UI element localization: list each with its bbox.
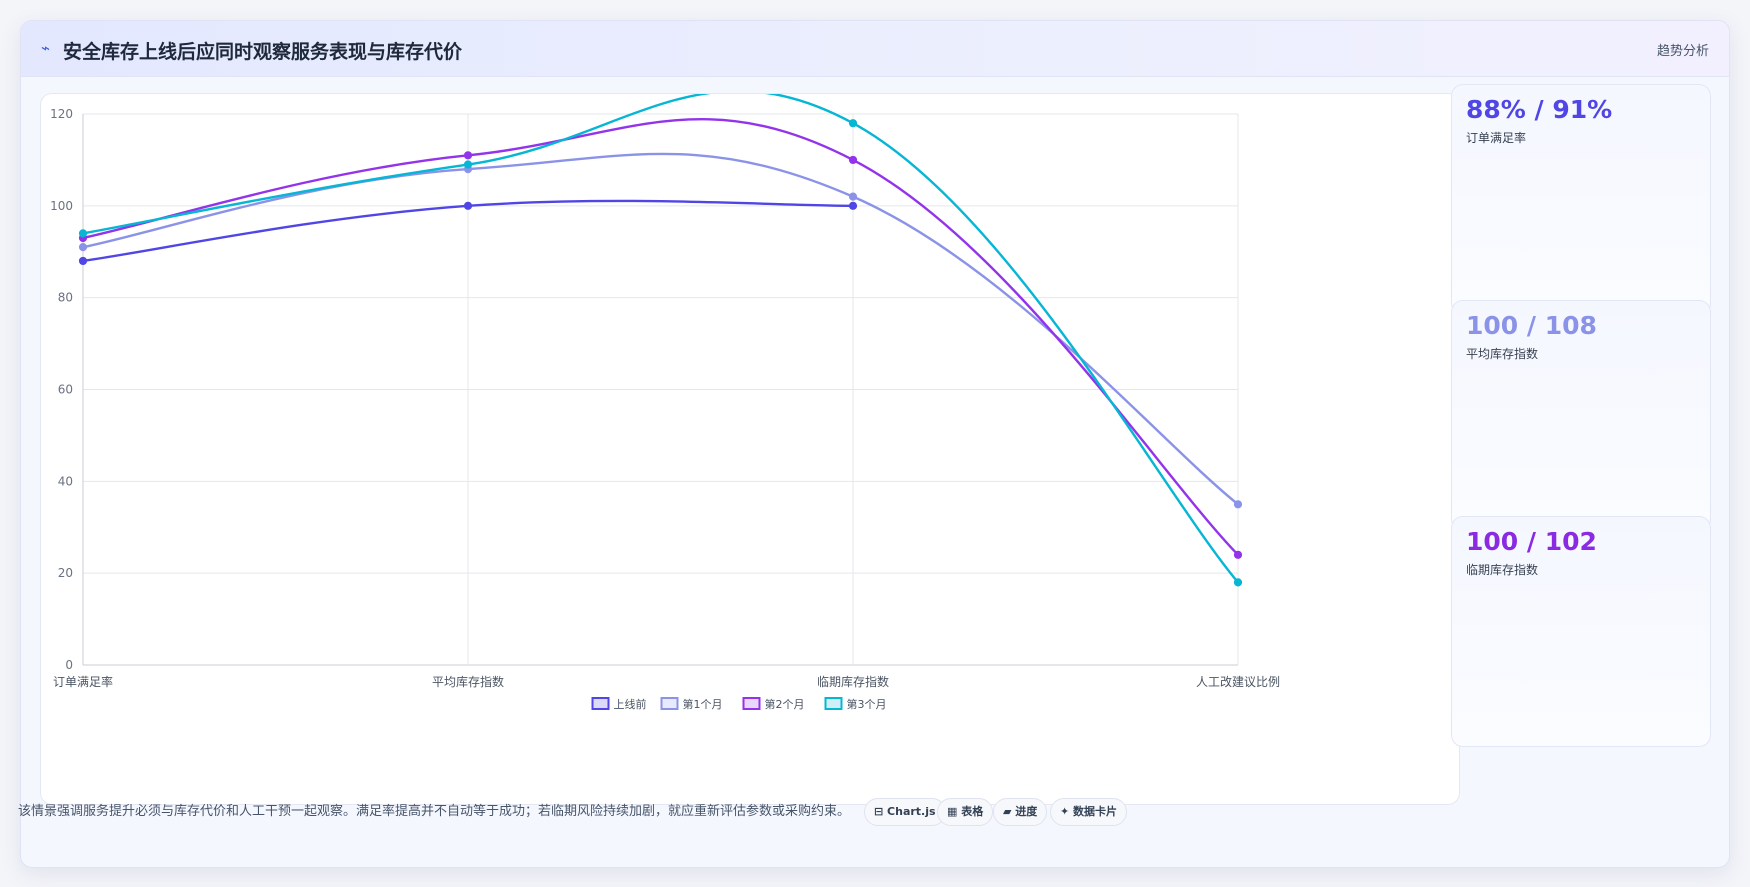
data-point[interactable] bbox=[78, 243, 88, 252]
legend-label[interactable]: 上线前 bbox=[614, 697, 647, 711]
y-tick-label: 80 bbox=[58, 291, 73, 305]
chip-table[interactable]: ▦ 表格 bbox=[937, 798, 994, 826]
data-point[interactable] bbox=[78, 256, 88, 266]
y-tick-label: 0 bbox=[65, 658, 73, 672]
lightning-icon: ⌁ bbox=[41, 39, 51, 57]
data-point[interactable] bbox=[848, 119, 858, 128]
kpi-value: 100 / 108 bbox=[1466, 311, 1597, 340]
kpi-card-fill-rate: 88% / 91% 订单满足率 bbox=[1451, 84, 1711, 315]
y-tick-label: 60 bbox=[58, 383, 73, 397]
analysis-tag[interactable]: 趋势分析 bbox=[1656, 44, 1709, 59]
chip-progress[interactable]: ▰ 进度 bbox=[993, 798, 1048, 826]
series-line bbox=[82, 118, 1239, 556]
page-title: 安全库存上线后应同时观察服务表现与库存代价 bbox=[63, 41, 463, 63]
x-tick-label: 平均库存指数 bbox=[432, 674, 504, 689]
data-point[interactable] bbox=[1233, 550, 1243, 559]
series-line bbox=[82, 94, 1239, 584]
legend-swatch[interactable] bbox=[660, 697, 679, 710]
data-point[interactable] bbox=[463, 160, 473, 169]
kpi-card-avg-inventory: 100 / 108 平均库存指数 bbox=[1451, 300, 1711, 531]
y-tick-label: 100 bbox=[50, 199, 73, 213]
chart-panel: 0 20 40 60 80 100 120 订单满足率 平均库存指数 临期库存指数 人工改建议比例上… bbox=[40, 93, 1460, 805]
chip-chartjs[interactable]: ⊟ Chart.js bbox=[864, 798, 946, 826]
data-point[interactable] bbox=[78, 229, 88, 238]
kpi-label: 平均库存指数 bbox=[1466, 347, 1539, 361]
data-point[interactable] bbox=[1233, 578, 1243, 587]
kpi-label: 订单满足率 bbox=[1466, 131, 1527, 145]
card-header: ⌁ 安全库存上线后应同时观察服务表现与库存代价 趋势分析 bbox=[21, 21, 1729, 77]
legend-label[interactable]: 第2个月 bbox=[765, 697, 805, 711]
legend-swatch[interactable] bbox=[824, 697, 843, 710]
legend-swatch[interactable] bbox=[742, 697, 761, 710]
data-point[interactable] bbox=[1233, 500, 1243, 509]
legend-swatch[interactable] bbox=[591, 697, 610, 710]
data-point[interactable] bbox=[848, 201, 858, 210]
line-chart: 0 20 40 60 80 100 120 订单满足率 平均库存指数 临期库存指数 人工改建议比例上… bbox=[50, 94, 1280, 711]
legend-label[interactable]: 第3个月 bbox=[847, 697, 887, 711]
legend-label[interactable]: 第1个月 bbox=[683, 697, 723, 711]
y-tick-label: 20 bbox=[58, 566, 73, 580]
kpi-label: 临期库存指数 bbox=[1466, 563, 1539, 577]
x-tick-label: 临期库存指数 bbox=[817, 674, 889, 689]
kpi-card-expiring-inventory: 100 / 102 临期库存指数 bbox=[1451, 516, 1711, 747]
dashboard-card: ⌁ 安全库存上线后应同时观察服务表现与库存代价 趋势分析 0 20 40 60 80 10… bbox=[20, 20, 1730, 868]
data-point[interactable] bbox=[463, 201, 473, 210]
y-tick-label: 40 bbox=[58, 474, 73, 488]
x-tick-label: 人工改建议比例 bbox=[1196, 675, 1280, 689]
y-tick-label: 120 bbox=[50, 107, 73, 121]
data-point[interactable] bbox=[463, 151, 473, 160]
kpi-value: 88% / 91% bbox=[1466, 95, 1613, 124]
kpi-value: 100 / 102 bbox=[1466, 527, 1597, 556]
x-tick-label: 订单满足率 bbox=[53, 674, 113, 689]
series-line bbox=[82, 152, 1239, 506]
data-point[interactable] bbox=[848, 155, 858, 165]
data-point[interactable] bbox=[848, 192, 858, 201]
chip-data-cards[interactable]: ✦ 数据卡片 bbox=[1050, 798, 1128, 826]
footer-note: 该情景强调服务提升必须与库存代价和人工干预一起观察。满足率提高并不自动等于成功；… bbox=[18, 804, 851, 819]
